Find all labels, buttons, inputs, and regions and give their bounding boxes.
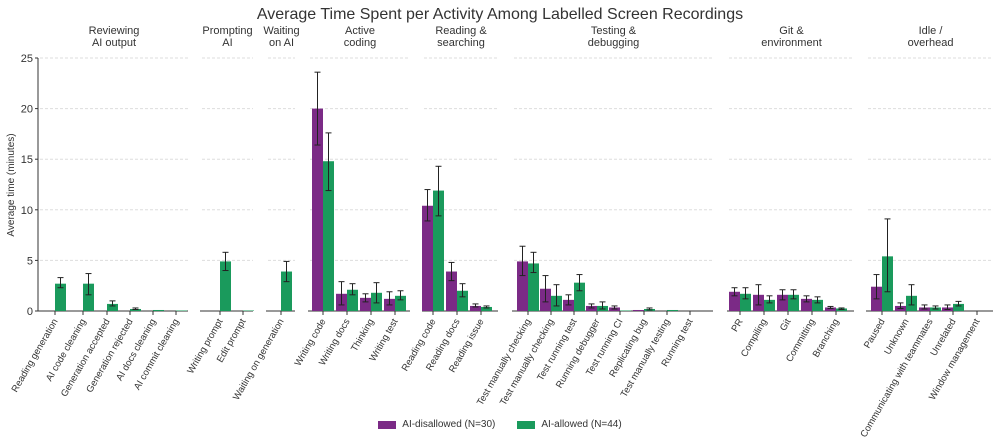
bar-ai-disallowed (777, 294, 788, 311)
group-title: overhead (908, 37, 954, 49)
group-title: Testing & (591, 25, 637, 37)
group-title: coding (344, 37, 376, 49)
group-title: searching (437, 37, 485, 49)
group-title: Idle / (919, 25, 944, 37)
bar-ai-allowed (323, 161, 334, 311)
y-tick-label: 5 (27, 255, 33, 267)
bar-ai-allowed (481, 306, 492, 311)
bar-ai-disallowed (801, 298, 812, 311)
x-tick-label: Paused (862, 317, 888, 350)
x-tick-label: PR (729, 317, 745, 334)
bar-ai-allowed (347, 289, 358, 311)
bar-ai-allowed (764, 299, 775, 311)
group-title: AI (222, 37, 232, 49)
group-title: AI output (92, 37, 136, 49)
legend-swatch-purple (378, 420, 397, 429)
bar-ai-allowed (153, 309, 164, 311)
group-title: environment (761, 37, 822, 49)
bar-ai-disallowed (729, 291, 740, 311)
group-title: Reviewing (89, 25, 140, 37)
y-axis-label: Average time (minutes) (6, 133, 17, 236)
x-tick-label: Git (778, 317, 794, 333)
y-tick-label: 15 (21, 154, 33, 166)
bar-ai-allowed (667, 309, 678, 311)
bar-ai-allowed (395, 295, 406, 311)
bar-ai-disallowed (517, 261, 528, 311)
bar-ai-allowed (528, 263, 539, 311)
group-title: Git & (779, 25, 804, 37)
bar-ai-allowed (243, 310, 254, 311)
chart-title: Average Time Spent per Activity Among La… (257, 6, 743, 23)
bar-ai-allowed (433, 190, 444, 311)
x-tick-label: Window management (927, 317, 983, 402)
bar-ai-disallowed (446, 271, 457, 311)
bar-ai-allowed (953, 303, 964, 311)
bar-ai-allowed (574, 282, 585, 311)
bar-ai-disallowed (312, 108, 323, 311)
bar-ai-allowed (220, 261, 231, 311)
group-title: on AI (269, 37, 294, 49)
bar-ai-allowed (55, 283, 66, 311)
group-title: Waiting (263, 25, 299, 37)
bar-ai-allowed (620, 310, 631, 311)
y-tick-label: 0 (27, 306, 33, 318)
bar-ai-allowed (281, 271, 292, 311)
y-tick-label: 20 (21, 104, 33, 116)
legend-item-ai-disallowed: AI-disallowed (N=30) (378, 419, 495, 430)
group-title: Reading & (435, 25, 487, 37)
bar-ai-allowed (83, 283, 94, 311)
legend-item-ai-allowed: AI-allowed (N=44) (517, 419, 622, 430)
y-tick-label: 25 (21, 53, 33, 65)
bar-ai-allowed (176, 310, 187, 311)
bar-ai-disallowed (586, 305, 597, 311)
bar-ai-disallowed (825, 307, 836, 311)
legend-label: AI-disallowed (N=30) (402, 419, 496, 430)
bar-ai-disallowed (360, 297, 371, 311)
group-title: Active (345, 25, 375, 37)
group-title: debugging (588, 37, 639, 49)
bar-ai-allowed (130, 308, 141, 311)
bar-ai-allowed (788, 294, 799, 311)
bar-ai-allowed (740, 293, 751, 311)
x-tick-label: Writing prompt (185, 317, 226, 376)
bar-ai-disallowed (422, 205, 433, 311)
bar-ai-disallowed (563, 299, 574, 311)
legend-swatch-green (517, 420, 536, 429)
bar-ai-disallowed (470, 305, 481, 311)
bar-ai-allowed (457, 290, 468, 311)
group-title: Prompting (202, 25, 252, 37)
y-tick-label: 10 (21, 205, 33, 217)
bar-ai-allowed (812, 299, 823, 311)
legend: AI-disallowed (N=30) AI-allowed (N=44) (0, 419, 1000, 430)
bar-ai-allowed (107, 303, 118, 311)
bar-ai-disallowed (633, 309, 644, 311)
legend-label: AI-allowed (N=44) (541, 419, 622, 430)
